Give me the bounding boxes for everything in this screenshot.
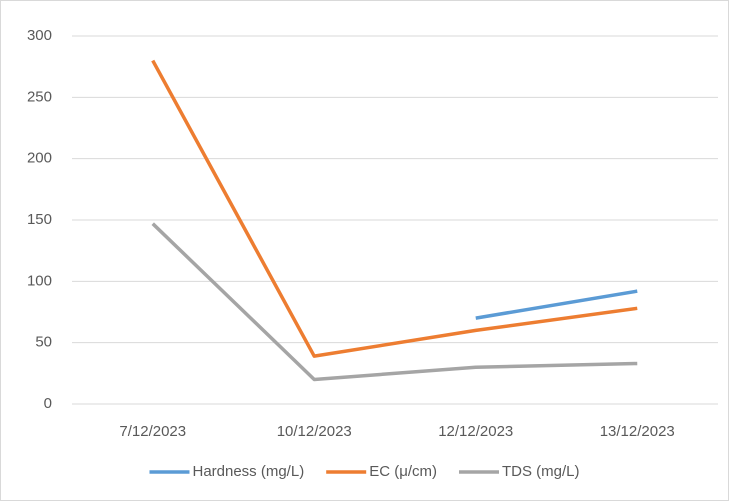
series-line: [151, 59, 638, 358]
y-tick-label: 300: [27, 27, 52, 44]
legend-label: EC (μ/cm): [369, 463, 437, 480]
y-tick-label: 200: [27, 150, 52, 167]
legend-label: TDS (mg/L): [502, 463, 580, 480]
y-tick-label: 100: [27, 272, 52, 289]
x-tick-label: 10/12/2023: [277, 423, 352, 440]
x-tick-label: 7/12/2023: [119, 423, 186, 440]
y-tick-label: 150: [27, 211, 52, 228]
legend-label: Hardness (mg/L): [192, 463, 304, 480]
y-tick-label: 50: [35, 334, 52, 351]
x-tick-label: 13/12/2023: [600, 423, 675, 440]
series-line: [475, 289, 638, 320]
y-tick-label: 0: [44, 395, 52, 412]
series-line: [151, 222, 638, 382]
x-tick-label: 12/12/2023: [438, 423, 513, 440]
y-tick-label: 250: [27, 88, 52, 105]
